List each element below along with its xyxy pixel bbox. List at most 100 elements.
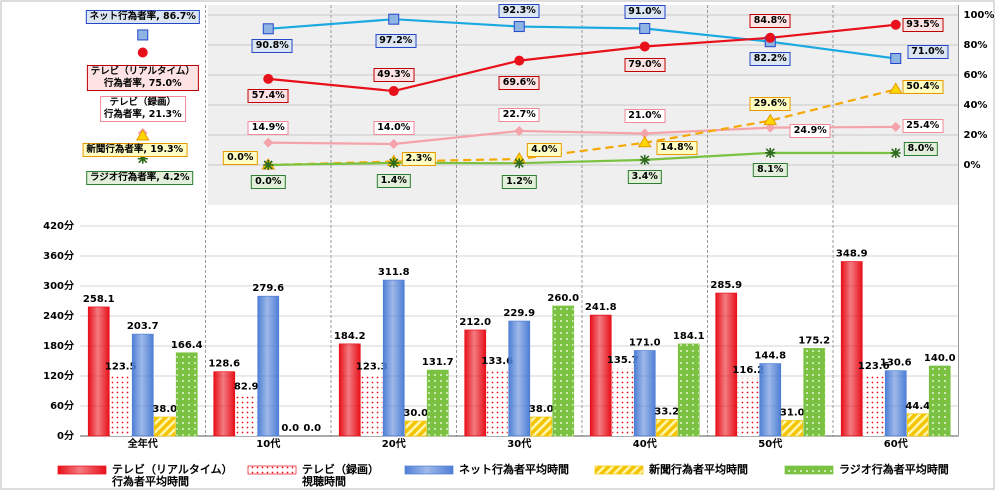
marker bbox=[263, 160, 274, 170]
data-label: 24.9% bbox=[789, 123, 831, 138]
data-label: 22.7% bbox=[498, 107, 540, 122]
marker bbox=[639, 41, 650, 52]
marker bbox=[890, 148, 901, 158]
legend-swatch bbox=[594, 465, 644, 475]
bar-value-label: 133.6 bbox=[481, 356, 513, 367]
bar-value-label: 212.0 bbox=[459, 317, 491, 328]
line bbox=[268, 18, 896, 60]
bar bbox=[257, 295, 280, 437]
marker bbox=[890, 19, 901, 30]
bar bbox=[131, 333, 154, 437]
bar-value-label: 285.9 bbox=[710, 280, 742, 291]
bar bbox=[361, 374, 383, 436]
data-label: 21.0% bbox=[624, 108, 666, 123]
bar bbox=[404, 420, 427, 437]
marker bbox=[765, 147, 776, 158]
marker bbox=[763, 113, 778, 126]
bar bbox=[382, 279, 405, 437]
data-label: 90.8% bbox=[251, 38, 293, 53]
bar-value-label: 123.3 bbox=[356, 361, 388, 372]
x-tick-label: 30代 bbox=[507, 437, 531, 450]
x-tick-label: 10代 bbox=[256, 437, 280, 450]
y-tick-label: 60% bbox=[964, 70, 988, 81]
bar bbox=[110, 374, 132, 436]
data-label: 97.2% bbox=[375, 34, 417, 49]
bar bbox=[612, 368, 634, 436]
data-label: 14.8% bbox=[656, 140, 698, 155]
bar bbox=[633, 350, 656, 437]
y-tick-label: 100% bbox=[964, 10, 995, 21]
data-label: 49.3% bbox=[373, 68, 415, 83]
bar bbox=[803, 348, 826, 437]
data-label: ラジオ行為者率, 4.2% bbox=[85, 170, 194, 185]
data-label: 57.4% bbox=[247, 88, 289, 103]
bar bbox=[338, 343, 361, 437]
data-label: 79.0% bbox=[624, 57, 666, 72]
data-label: 69.6% bbox=[498, 75, 540, 90]
marker bbox=[890, 121, 901, 132]
bar-value-label: 123.6 bbox=[858, 361, 890, 372]
marker bbox=[513, 21, 525, 33]
bar bbox=[781, 420, 804, 437]
data-label: 1.2% bbox=[502, 175, 537, 190]
y-tick-label: 20% bbox=[964, 130, 988, 141]
bar bbox=[884, 370, 907, 437]
y-tick-label: 80% bbox=[964, 40, 988, 51]
bar-value-label: 184.2 bbox=[334, 331, 366, 342]
bar-value-label: 171.0 bbox=[629, 338, 661, 349]
y-tick-label: 420分 bbox=[43, 219, 74, 232]
y-tick-label: 120分 bbox=[43, 369, 74, 382]
marker bbox=[514, 125, 525, 136]
bar bbox=[508, 320, 531, 437]
marker bbox=[388, 13, 400, 25]
bar-value-label: 0.0 bbox=[303, 423, 321, 434]
x-tick-label: 20代 bbox=[382, 437, 406, 450]
legend-label: テレビ（録画） 視聴時間 bbox=[302, 463, 379, 488]
bar-value-label: 38.0 bbox=[152, 404, 177, 415]
bar-value-label: 184.1 bbox=[673, 331, 705, 342]
bar-value-label: 44.4 bbox=[905, 401, 930, 412]
legend-label: ラジオ行為者平均時間 bbox=[839, 463, 949, 476]
marker bbox=[765, 122, 776, 133]
marker bbox=[263, 73, 274, 84]
data-label: 71.0% bbox=[907, 44, 949, 59]
bar bbox=[589, 314, 612, 437]
bar bbox=[840, 261, 863, 437]
bar-value-label: 30.0 bbox=[403, 408, 428, 419]
bar-value-label: 135.7 bbox=[607, 355, 639, 366]
x-tick-label: 全年代 bbox=[127, 437, 158, 450]
data-label: 4.0% bbox=[527, 143, 562, 157]
data-label: 0.0% bbox=[251, 175, 286, 189]
line bbox=[268, 88, 897, 167]
data-label: 3.4% bbox=[627, 169, 662, 184]
bar bbox=[759, 363, 782, 437]
bar-value-label: 166.4 bbox=[171, 340, 203, 351]
data-label: 50.4% bbox=[902, 80, 944, 95]
marker bbox=[137, 47, 148, 58]
bar-value-label: 311.8 bbox=[378, 267, 410, 278]
bar bbox=[737, 377, 759, 436]
data-label: 8.0% bbox=[903, 142, 938, 156]
legend-swatch bbox=[784, 465, 834, 475]
bar-value-label: 175.2 bbox=[798, 335, 830, 346]
bar-value-label: 128.6 bbox=[208, 359, 240, 370]
marker bbox=[890, 53, 902, 64]
bar bbox=[715, 292, 738, 437]
data-label: 14.9% bbox=[247, 120, 289, 135]
bar bbox=[906, 413, 929, 437]
bar bbox=[153, 416, 176, 437]
data-label: 0.0% bbox=[223, 151, 258, 165]
bar-value-label: 116.2 bbox=[732, 365, 764, 376]
data-label: 91.0% bbox=[624, 4, 666, 19]
line bbox=[268, 151, 896, 167]
bar bbox=[677, 343, 700, 437]
x-tick-label: 50代 bbox=[758, 437, 782, 450]
legend-label: 新聞行為者平均時間 bbox=[649, 463, 748, 476]
marker bbox=[388, 139, 399, 149]
bar bbox=[175, 352, 198, 437]
line bbox=[268, 23, 896, 93]
data-label: 8.1% bbox=[753, 162, 788, 177]
legend-swatch bbox=[247, 465, 297, 475]
